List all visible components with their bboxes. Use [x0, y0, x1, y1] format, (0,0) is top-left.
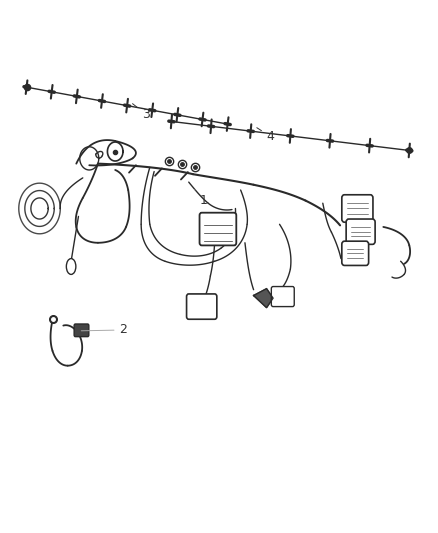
FancyBboxPatch shape: [74, 324, 89, 337]
Text: 1: 1: [195, 190, 208, 207]
Text: 3: 3: [133, 103, 150, 121]
FancyBboxPatch shape: [187, 294, 217, 319]
FancyBboxPatch shape: [271, 287, 294, 306]
Ellipse shape: [66, 259, 76, 274]
FancyBboxPatch shape: [342, 195, 373, 222]
FancyBboxPatch shape: [342, 241, 369, 265]
Polygon shape: [254, 289, 273, 308]
FancyBboxPatch shape: [200, 213, 236, 245]
FancyBboxPatch shape: [346, 219, 375, 244]
Text: 2: 2: [81, 324, 127, 336]
Text: 4: 4: [257, 128, 275, 143]
